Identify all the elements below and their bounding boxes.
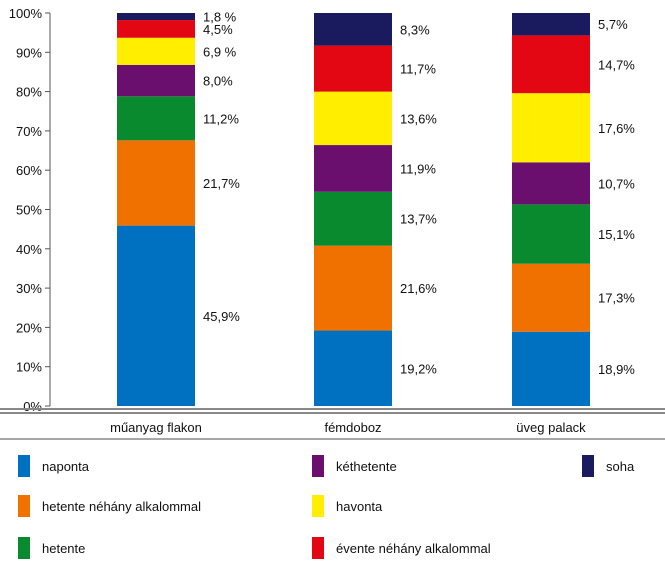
y-tick-label: 50% [16,203,42,218]
y-tick-label: 60% [16,163,42,178]
data-label: 13,6% [400,111,437,126]
y-tick-label: 10% [16,360,42,375]
legend-item: hetente néhány alkalommal [18,495,201,517]
bar-segment [117,140,195,226]
legend-label: naponta [42,458,89,474]
legend-swatch [18,495,30,517]
legend-item: hetente [18,537,85,559]
data-label: 10,7% [598,176,635,191]
bar-segment [314,91,392,146]
legend-swatch [582,455,594,477]
data-label: 15,1% [598,227,635,242]
data-label: 17,6% [598,121,635,136]
legend-item: naponta [18,455,89,477]
data-label: 11,2% [203,111,239,126]
data-label: 13,7% [400,212,437,227]
legend-label: évente néhány alkalommal [336,540,491,556]
data-label: 17,3% [598,291,635,306]
bar-segment [314,45,392,92]
legend-item: évente néhány alkalommal [312,537,491,559]
data-label: 11,7% [400,62,436,77]
data-label: 14,7% [598,57,635,72]
bar-segment [512,13,590,36]
data-label: 19,2% [400,361,437,376]
y-tick-label: 80% [16,85,42,100]
bar-segment [512,35,590,94]
y-tick-label: 20% [16,320,42,335]
bar-segment [117,225,195,406]
data-label: 6,9 % [203,44,237,59]
legend-swatch [312,455,324,477]
y-tick-label: 30% [16,281,42,296]
bar-segment [117,13,195,21]
legend-label: kéthetente [336,458,397,474]
legend-item: kéthetente [312,455,397,477]
legend-label: soha [606,458,635,474]
bar-segment [512,93,590,163]
data-label: 18,9% [598,362,635,377]
bar-segment [117,20,195,38]
bar-segment [117,64,195,97]
data-label: 4,5% [203,22,233,37]
legend-label: hetente néhány alkalommal [42,498,201,514]
bar-segment [512,331,590,406]
y-tick-label: 0% [23,399,42,414]
legend-swatch [312,495,324,517]
chart-plot: 0% 10% 20% 30% 40% 50% 60% 70% 80% 90% 100% 45,9% 21… [0,6,665,440]
y-tick-label: 100% [9,6,43,21]
data-label: 1,8 % [203,10,237,25]
bar-segment [314,245,392,331]
bar-segment [314,191,392,246]
y-tick-label: 70% [16,124,42,139]
legend-label: hetente [42,540,86,556]
bar-segment [512,204,590,264]
bar-segment [314,145,392,192]
data-label: 8,3% [400,22,430,37]
x-tick-label: üveg palack [516,420,586,435]
x-tick-label: fémdoboz [324,420,381,435]
bar-segment [314,330,392,406]
y-tick-label: 40% [16,242,42,257]
legend-label: havonta [336,498,383,514]
legend-item: havonta [312,495,382,517]
data-label: 11,9% [400,161,436,176]
legend-swatch [18,537,30,559]
bar-segment [314,13,392,46]
bar-segment [117,37,195,65]
bar-segment [512,263,590,332]
legend-swatch [312,537,324,559]
legend-item: soha [582,455,634,477]
legend-swatch [18,455,30,477]
bar-segment [117,96,195,141]
data-label: 5,7% [598,17,628,32]
data-label: 21,7% [203,176,240,191]
data-label: 21,6% [400,281,437,296]
data-label: 45,9% [203,309,240,324]
x-tick-label: műanyag flakon [110,420,202,435]
data-label: 8,0% [203,74,233,89]
bar-segment [512,162,590,205]
y-tick-label: 90% [16,45,42,60]
